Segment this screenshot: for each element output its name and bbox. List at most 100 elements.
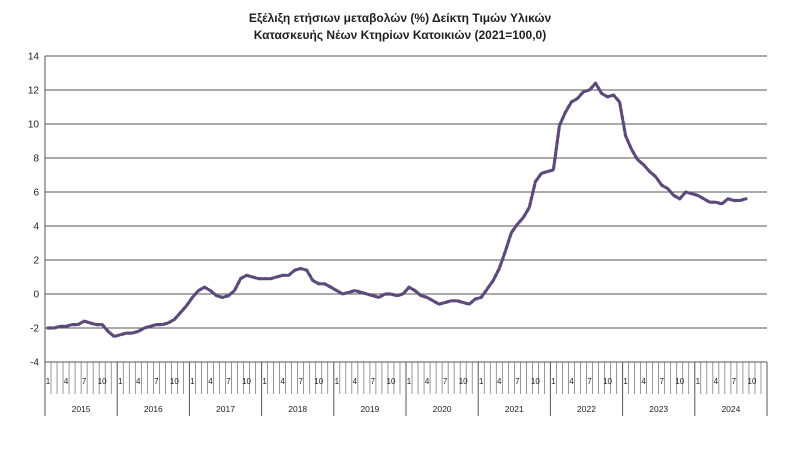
data-point (401, 292, 405, 296)
data-point (82, 320, 86, 323)
data-point (359, 291, 363, 294)
y-tick-label: 8 (33, 154, 39, 165)
data-point (341, 292, 345, 296)
data-point (522, 216, 525, 219)
data-point (684, 190, 687, 194)
data-point (353, 289, 357, 292)
data-point (606, 95, 609, 99)
data-point (431, 299, 435, 302)
data-point (371, 294, 375, 297)
month-tick-label: 7 (371, 377, 376, 386)
series-line (46, 81, 748, 339)
data-point (245, 274, 248, 277)
data-point (552, 168, 555, 172)
y-tick-label: 10 (28, 120, 40, 131)
data-point (263, 277, 266, 280)
data-point (558, 124, 561, 127)
month-tick-label: 7 (515, 377, 520, 386)
month-tick-label: 4 (64, 377, 69, 386)
data-point (94, 323, 98, 326)
data-point (46, 326, 50, 330)
data-point (167, 321, 170, 325)
data-point (642, 163, 645, 166)
month-tick-label: 1 (551, 377, 556, 386)
data-point (64, 325, 68, 328)
data-point (215, 294, 218, 297)
month-tick-label: 1 (118, 377, 123, 386)
data-point (708, 201, 712, 204)
data-point (600, 92, 603, 95)
data-point (630, 148, 633, 151)
data-point (329, 286, 332, 289)
year-label: 2024 (721, 404, 740, 414)
data-point (449, 299, 453, 302)
data-point (305, 269, 308, 272)
month-tick-label: 10 (242, 377, 251, 386)
month-tick-label: 4 (425, 377, 430, 386)
y-tick-label: 14 (28, 52, 40, 63)
data-point (714, 201, 718, 204)
data-point (612, 93, 615, 97)
data-point (594, 82, 597, 85)
data-point (317, 282, 320, 285)
month-tick-label: 7 (298, 377, 303, 386)
month-tick-label: 7 (732, 377, 737, 386)
data-point (233, 289, 236, 292)
data-point (473, 297, 477, 301)
data-point (323, 282, 326, 285)
month-tick-label: 10 (314, 377, 323, 386)
data-point (498, 267, 501, 270)
month-tick-label: 1 (623, 377, 628, 386)
month-tick-label: 7 (154, 377, 159, 386)
data-point (293, 269, 296, 272)
data-point (76, 323, 80, 326)
data-point (437, 303, 441, 306)
month-tick-label: 4 (280, 377, 285, 386)
data-point (480, 296, 483, 299)
data-point (125, 331, 128, 335)
data-point (419, 294, 423, 297)
month-tick-label: 1 (696, 377, 701, 386)
data-point (70, 323, 74, 326)
year-label: 2020 (433, 404, 452, 414)
data-point (666, 187, 669, 190)
data-point (197, 289, 200, 292)
month-tick-label: 10 (675, 377, 684, 386)
data-point (672, 194, 675, 197)
data-point (504, 250, 507, 253)
chart-title-line-2: Κατασκευής Νέων Κτηρίων Κατοικιών (2021=… (253, 28, 547, 42)
data-point (119, 333, 122, 336)
gridlines (45, 55, 767, 363)
month-tick-label: 4 (208, 377, 213, 386)
data-point (738, 199, 742, 202)
data-point (281, 274, 284, 277)
data-point (383, 292, 387, 296)
year-label: 2016 (144, 404, 163, 414)
data-point (131, 331, 134, 335)
data-point (407, 286, 411, 289)
data-point (395, 294, 399, 297)
y-tick-label: 2 (33, 256, 39, 267)
data-point (161, 323, 164, 326)
data-point (311, 279, 314, 282)
year-label: 2015 (72, 404, 91, 414)
month-tick-label: 4 (714, 377, 719, 386)
data-point (58, 325, 62, 328)
data-point (137, 330, 140, 333)
month-tick-label: 1 (407, 377, 412, 386)
chart-title: Εξέλιξη ετήσιων μεταβολών (%) Δείκτη Τιμ… (0, 10, 800, 44)
year-label: 2017 (216, 404, 235, 414)
data-point (52, 326, 56, 330)
data-point (239, 277, 242, 280)
y-tick-label: 12 (28, 86, 40, 97)
y-tick-label: 4 (33, 222, 39, 233)
data-point (744, 197, 748, 200)
data-point (287, 274, 290, 277)
month-tick-label: 10 (170, 377, 179, 386)
month-tick-label: 7 (82, 377, 87, 386)
month-tick-label: 1 (262, 377, 267, 386)
year-label: 2023 (649, 404, 668, 414)
data-point (203, 286, 206, 289)
data-point (335, 289, 339, 292)
